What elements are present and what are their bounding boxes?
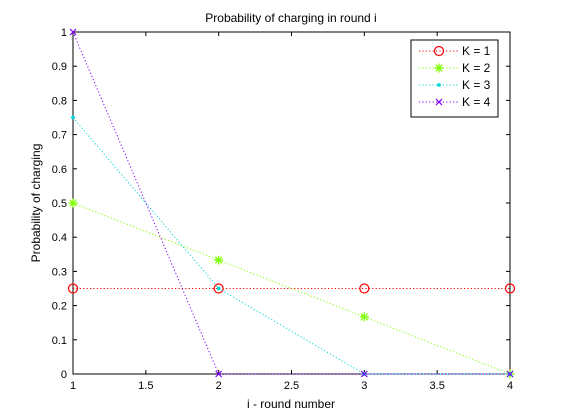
legend-marker bbox=[435, 98, 443, 106]
y-tick-label: 0.1 bbox=[52, 335, 67, 347]
legend-label: K = 1 bbox=[462, 44, 491, 58]
data-point-k4 bbox=[360, 370, 368, 378]
data-point-k4 bbox=[506, 370, 514, 378]
legend-label: K = 2 bbox=[462, 61, 491, 75]
data-point-k1 bbox=[504, 283, 516, 294]
y-axis: 0 0.1 0.2 0.3 0.4 0.5 0.6 0.7 0.8 0.9 1 bbox=[52, 27, 510, 381]
series-line-k3 bbox=[72, 117, 510, 375]
data-point-k4 bbox=[215, 370, 223, 378]
legend-box bbox=[410, 39, 499, 118]
y-tick-label: 1 bbox=[61, 27, 67, 39]
data-point-k1 bbox=[213, 283, 224, 294]
data-point-k4 bbox=[69, 28, 77, 36]
data-point-k3 bbox=[216, 286, 221, 291]
x-tick-label: 2.5 bbox=[284, 380, 299, 392]
y-tick-label: 0.5 bbox=[52, 198, 67, 210]
legend: K = 1 K = 2 K = 3 K = 4 bbox=[410, 39, 499, 118]
x-tick-label: 1.5 bbox=[138, 380, 153, 392]
legend-item-k3: K = 3 bbox=[419, 78, 491, 92]
data-point-k2 bbox=[214, 255, 224, 265]
legend-marker bbox=[434, 63, 444, 73]
y-tick-label: 0.3 bbox=[52, 266, 67, 278]
data-point-k1 bbox=[67, 283, 79, 294]
x-tick-label: 4 bbox=[507, 380, 513, 392]
legend-marker bbox=[433, 45, 445, 57]
y-axis-title: Probability of charging bbox=[29, 144, 43, 263]
legend-item-k4: K = 4 bbox=[419, 95, 491, 109]
data-point-k2 bbox=[359, 312, 369, 322]
series-line-k2 bbox=[72, 202, 511, 375]
y-tick-label: 0.2 bbox=[52, 301, 67, 313]
y-tick-label: 0.7 bbox=[52, 130, 67, 142]
y-tick-label: 0.9 bbox=[52, 61, 67, 73]
x-tick-label: 1 bbox=[70, 380, 76, 392]
legend-marker bbox=[437, 83, 441, 87]
y-tick-label: 0.6 bbox=[52, 164, 67, 176]
legend-label: K = 4 bbox=[462, 95, 491, 109]
legend-item-k1: K = 1 bbox=[419, 44, 491, 58]
legend-label: K = 3 bbox=[462, 78, 491, 92]
y-tick-label: 0.8 bbox=[52, 95, 67, 107]
x-tick-label: 3 bbox=[361, 380, 367, 392]
x-tick-label: 3.5 bbox=[430, 380, 445, 392]
x-axis-title: i - round number bbox=[247, 397, 335, 411]
legend-item-k2: K = 2 bbox=[419, 61, 491, 75]
chart-title: Probability of charging in round i bbox=[205, 11, 376, 25]
series-layer bbox=[67, 28, 516, 379]
x-tick-label: 2 bbox=[216, 380, 222, 392]
data-point-k2 bbox=[68, 198, 78, 208]
data-point-k3 bbox=[71, 115, 75, 120]
y-tick-label: 0.4 bbox=[52, 232, 67, 244]
y-tick-label: 0 bbox=[61, 369, 67, 381]
data-point-k1 bbox=[359, 283, 370, 294]
